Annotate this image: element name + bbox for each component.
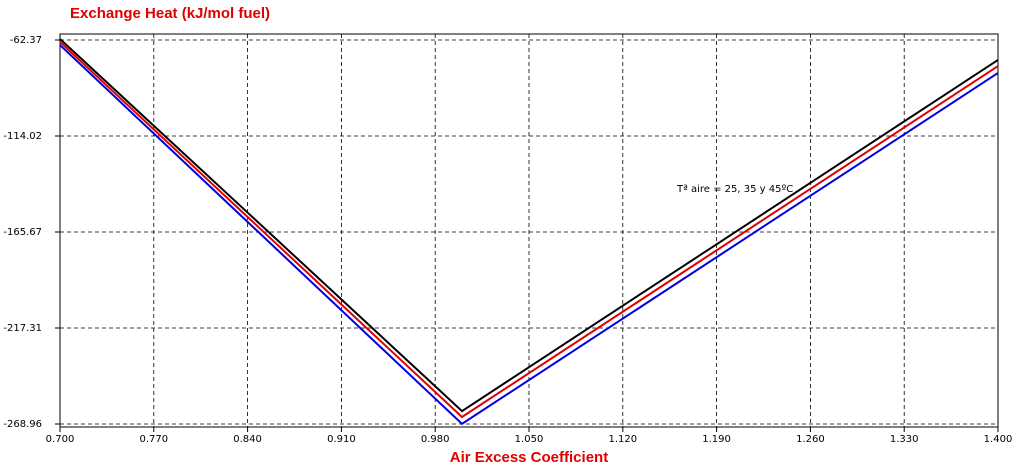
x-tick-label: 0.770 bbox=[139, 434, 168, 445]
x-tick-label: 1.050 bbox=[515, 434, 544, 445]
x-axis-label: Air Excess Coefficient bbox=[450, 449, 608, 466]
y-tick-label: -217.31 bbox=[3, 323, 42, 334]
x-tick-label: 0.700 bbox=[46, 434, 75, 445]
series-line bbox=[59, 38, 999, 413]
x-tick-label: 1.400 bbox=[984, 434, 1013, 445]
x-tick-label: 1.190 bbox=[702, 434, 731, 445]
series-line bbox=[59, 41, 999, 419]
x-tick-label: 1.330 bbox=[890, 434, 919, 445]
x-tick-label: 1.260 bbox=[796, 434, 825, 445]
y-tick-label: -165.67 bbox=[3, 227, 42, 238]
x-tick-label: 0.980 bbox=[421, 434, 450, 445]
series-line bbox=[59, 44, 999, 426]
x-tick-label: 0.910 bbox=[327, 434, 356, 445]
chart-title: Exchange Heat (kJ/mol fuel) bbox=[70, 5, 270, 22]
y-tick-label: -268.96 bbox=[3, 419, 42, 430]
x-tick-label: 0.840 bbox=[233, 434, 262, 445]
y-tick-label: -62.37 bbox=[10, 35, 42, 46]
annotation: Tª aire = 25, 35 y 45ºC bbox=[676, 184, 793, 195]
x-tick-label: 1.120 bbox=[608, 434, 637, 445]
y-tick-label: -114.02 bbox=[3, 131, 42, 142]
